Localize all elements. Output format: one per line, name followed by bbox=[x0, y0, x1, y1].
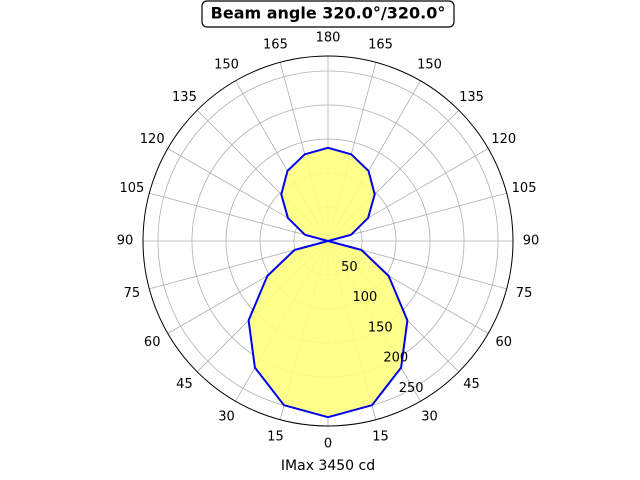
r-tick-label: 250 bbox=[399, 381, 424, 396]
theta-tick-label: 75 bbox=[124, 286, 141, 301]
x-axis-label: IMax 3450 cd bbox=[281, 458, 375, 474]
grid-spoke bbox=[149, 192, 329, 242]
theta-tick-label: 135 bbox=[172, 90, 197, 105]
theta-tick-label: 15 bbox=[372, 430, 389, 445]
theta-tick-label: 45 bbox=[463, 377, 480, 392]
theta-tick-label: 60 bbox=[144, 335, 161, 350]
theta-tick-label: 75 bbox=[516, 286, 533, 301]
theta-tick-label: 180 bbox=[316, 31, 341, 46]
polar-frame bbox=[142, 55, 514, 427]
theta-tick-label: 90 bbox=[523, 234, 540, 249]
theta-tick-label: 150 bbox=[214, 58, 239, 73]
title-box bbox=[201, 0, 455, 28]
intensity-curve bbox=[247, 146, 409, 419]
theta-tick-label: 165 bbox=[368, 37, 393, 52]
theta-tick-label: 105 bbox=[120, 181, 145, 196]
theta-tick-label: 45 bbox=[176, 377, 193, 392]
theta-tick-label: 150 bbox=[417, 58, 442, 73]
theta-tick-label: 60 bbox=[496, 335, 513, 350]
theta-tick-label: 105 bbox=[512, 181, 537, 196]
theta-tick-label: 15 bbox=[267, 430, 284, 445]
r-tick-label: 150 bbox=[368, 320, 393, 335]
r-tick-label: 100 bbox=[352, 290, 377, 305]
theta-tick-label: 120 bbox=[491, 132, 516, 147]
chart-title: Beam angle 320.0°/320.0° bbox=[211, 4, 446, 23]
theta-tick-label: 120 bbox=[140, 132, 165, 147]
r-tick-label: 200 bbox=[383, 351, 408, 366]
r-tick-label: 50 bbox=[341, 260, 358, 275]
theta-tick-label: 165 bbox=[263, 37, 288, 52]
theta-tick-label: 90 bbox=[117, 234, 134, 249]
theta-tick-label: 0 bbox=[324, 437, 332, 452]
theta-tick-label: 30 bbox=[421, 409, 438, 424]
grid-spoke bbox=[327, 192, 507, 242]
theta-tick-label: 30 bbox=[218, 409, 235, 424]
theta-tick-label: 135 bbox=[459, 90, 484, 105]
